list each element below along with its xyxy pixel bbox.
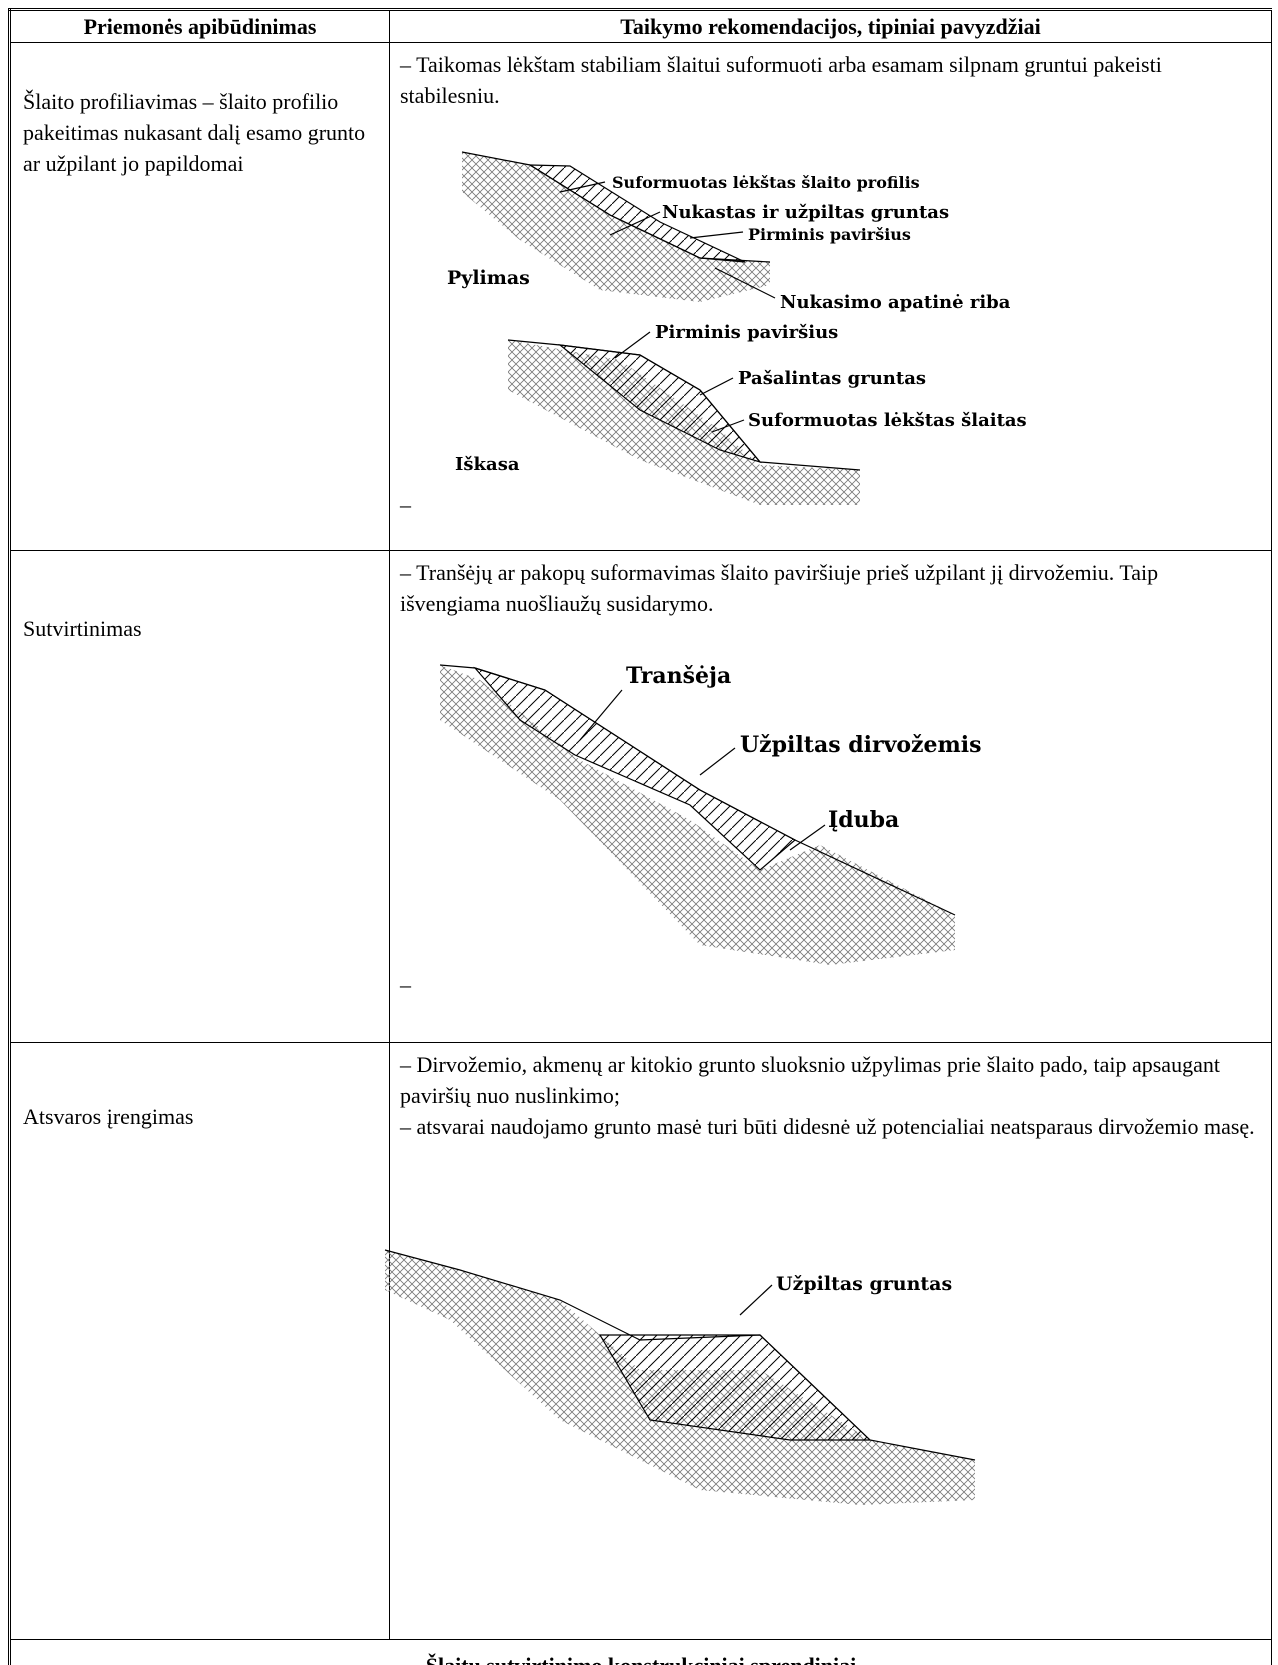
measure-text: Sutvirtinimas [23,616,142,641]
measure-text: Atsvaros įrengimas [23,1104,194,1129]
recommendation: – Dirvožemio, akmenų ar kitokio grunto s… [400,1052,1220,1108]
recommendation: – Tranšėjų ar pakopų suformavimas šlaito… [400,560,1159,616]
header-cell: Taikymo rekomendacijos, tipiniai pavyzdž… [389,9,1272,43]
header-cell: Priemonės apibūdinimas [9,9,390,43]
recommendation: – atsvarai naudojamo grunto masė turi bū… [400,1114,1255,1139]
section-row: Šlaitų sutvirtinimo konstrukciniai spren… [9,1639,1272,1665]
recommendation: – Taikomas lėkštam stabiliam šlaitui suf… [400,52,1162,108]
measures-table: Priemonės apibūdinimas Taikymo rekomenda… [8,8,1272,1665]
measure-text: Šlaito profiliavimas – šlaito profilio p… [23,89,366,176]
